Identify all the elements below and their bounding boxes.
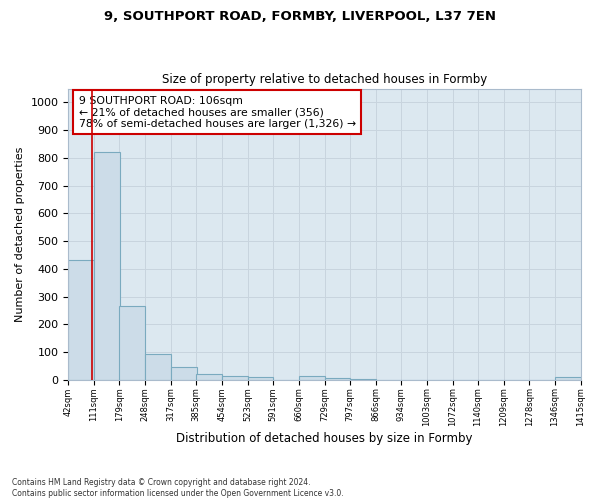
Bar: [119, 306, 145, 380]
Bar: [94, 152, 120, 380]
Text: 9, SOUTHPORT ROAD, FORMBY, LIVERPOOL, L37 7EN: 9, SOUTHPORT ROAD, FORMBY, LIVERPOOL, L3…: [104, 10, 496, 23]
Bar: [68, 260, 94, 380]
Text: Contains HM Land Registry data © Crown copyright and database right 2024.
Contai: Contains HM Land Registry data © Crown c…: [12, 478, 344, 498]
Bar: [222, 376, 248, 380]
Bar: [248, 377, 274, 380]
Bar: [171, 367, 197, 380]
Text: 9 SOUTHPORT ROAD: 106sqm
← 21% of detached houses are smaller (356)
78% of semi-: 9 SOUTHPORT ROAD: 106sqm ← 21% of detach…: [79, 96, 356, 129]
Bar: [555, 378, 581, 380]
Title: Size of property relative to detached houses in Formby: Size of property relative to detached ho…: [162, 73, 487, 86]
X-axis label: Distribution of detached houses by size in Formby: Distribution of detached houses by size …: [176, 432, 473, 445]
Bar: [299, 376, 325, 380]
Bar: [145, 354, 171, 380]
Y-axis label: Number of detached properties: Number of detached properties: [15, 146, 25, 322]
Bar: [196, 374, 222, 380]
Bar: [325, 378, 350, 380]
Bar: [350, 379, 376, 380]
